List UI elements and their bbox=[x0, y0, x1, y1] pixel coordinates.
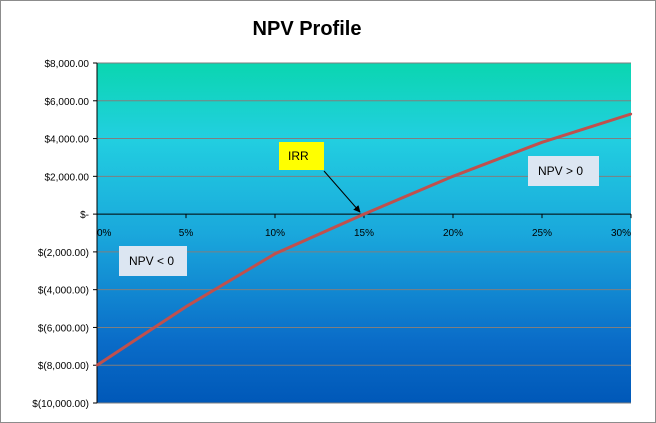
x-tick-label: 5% bbox=[179, 228, 194, 239]
y-tick-label: $(10,000.00) bbox=[32, 399, 89, 410]
data-point bbox=[95, 364, 99, 367]
annotation-box bbox=[528, 156, 599, 186]
x-tick-label: 30% bbox=[611, 228, 631, 239]
data-point bbox=[629, 112, 633, 116]
y-tick-label: $6,000.00 bbox=[45, 97, 90, 108]
y-tick-label: $(2,000.00) bbox=[38, 248, 89, 259]
y-tick-label: $8,000.00 bbox=[45, 59, 90, 70]
annotation-npv-pos: NPV > 0 bbox=[528, 156, 599, 186]
data-point bbox=[540, 141, 544, 144]
y-tick-label: $2,000.00 bbox=[45, 172, 90, 183]
x-tick-label: 25% bbox=[532, 228, 552, 239]
y-tick-label: $(6,000.00) bbox=[38, 323, 89, 334]
chart-title: NPV Profile bbox=[253, 18, 362, 40]
data-point bbox=[451, 175, 455, 178]
annotation-box bbox=[119, 246, 187, 276]
x-tick-label: 0% bbox=[97, 228, 112, 239]
annotation-arrow bbox=[323, 170, 361, 213]
data-point bbox=[184, 305, 188, 308]
x-tick-label: 20% bbox=[443, 228, 463, 239]
plot-area bbox=[97, 63, 631, 403]
annotation-text: NPV > 0 bbox=[538, 164, 583, 178]
annotation-text: NPV < 0 bbox=[129, 254, 174, 268]
data-point bbox=[273, 252, 277, 255]
data-point bbox=[362, 212, 366, 216]
y-tick-label: $4,000.00 bbox=[45, 135, 90, 146]
y-tick-label: $(8,000.00) bbox=[38, 361, 89, 372]
x-tick-label: 10% bbox=[265, 228, 285, 239]
annotation-npv-neg: NPV < 0 bbox=[119, 246, 187, 276]
annotation-irr: IRR bbox=[279, 142, 361, 213]
annotation-box bbox=[279, 142, 324, 170]
annotation-text: IRR bbox=[288, 149, 309, 163]
y-tick-label: $- bbox=[80, 210, 89, 221]
y-tick-label: $(4,000.00) bbox=[38, 286, 89, 297]
x-tick-label: 15% bbox=[354, 228, 374, 239]
